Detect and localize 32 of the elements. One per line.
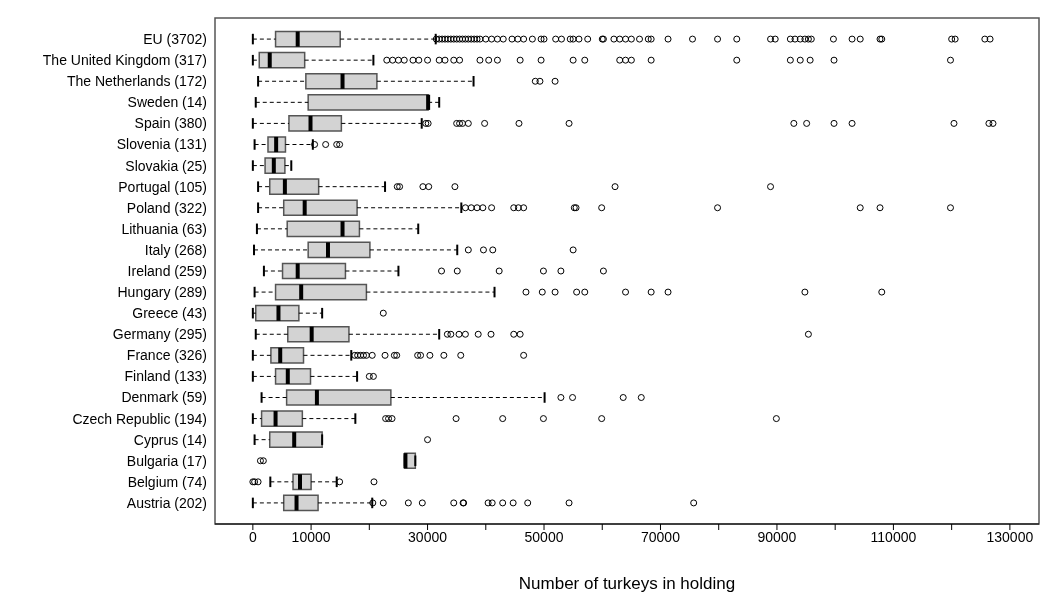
y-tick-label: Slovenia (131) <box>116 136 207 153</box>
y-tick-label: Belgium (74) <box>127 473 207 490</box>
y-tick-label: Germany (295) <box>112 326 207 343</box>
y-tick-label: EU (3702) <box>143 31 207 48</box>
y-tick-label: Lithuania (63) <box>121 220 207 237</box>
x-axis-title: Number of turkeys in holding <box>518 574 736 593</box>
y-tick-label: The United Kingdom (317) <box>42 52 207 69</box>
y-tick-label: Czech Republic (194) <box>72 410 207 427</box>
y-tick-label: Spain (380) <box>134 115 207 132</box>
x-tick-label: 130000 <box>986 528 1034 545</box>
y-tick-label: Bulgaria (17) <box>126 452 207 469</box>
x-tick-label: 70000 <box>641 528 681 545</box>
y-tick-label: Denmark (59) <box>121 389 207 406</box>
x-tick-label: 50000 <box>524 528 564 545</box>
y-tick-label: Cyprus (14) <box>133 431 207 448</box>
y-tick-label: Italy (268) <box>144 241 207 258</box>
y-tick-label: Sweden (14) <box>127 94 207 111</box>
y-tick-label: The Netherlands (172) <box>66 73 207 90</box>
y-tick-label: Austria (202) <box>126 494 207 511</box>
y-tick-label: Ireland (259) <box>127 262 207 279</box>
y-tick-label: Slovakia (25) <box>125 157 207 174</box>
y-tick-label: France (326) <box>126 347 207 364</box>
x-tick-label: 90000 <box>757 528 797 545</box>
x-tick-label: 30000 <box>408 528 448 545</box>
y-tick-label: Greece (43) <box>132 305 207 322</box>
x-tick-label: 110000 <box>870 528 917 545</box>
x-tick-label: 0 <box>248 528 257 545</box>
y-tick-label: Finland (133) <box>124 368 207 385</box>
y-tick-label: Poland (322) <box>126 199 207 216</box>
y-tick-label: Portugal (105) <box>118 178 207 195</box>
y-tick-label: Hungary (289) <box>117 284 207 301</box>
x-tick-label: 10000 <box>291 528 331 545</box>
